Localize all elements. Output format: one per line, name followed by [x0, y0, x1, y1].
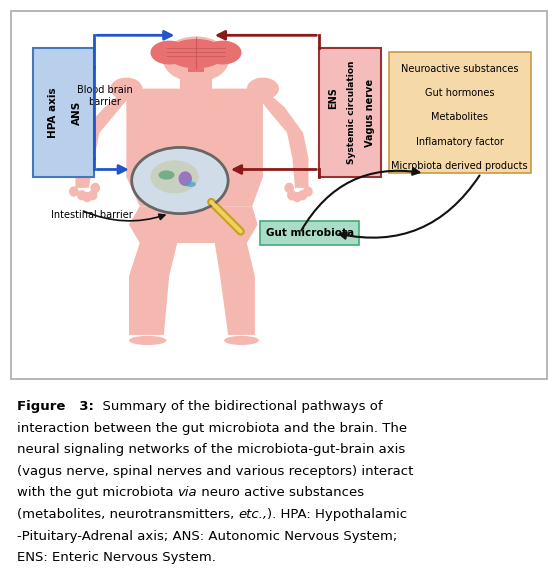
Ellipse shape — [224, 336, 259, 345]
FancyBboxPatch shape — [180, 61, 212, 88]
Ellipse shape — [90, 183, 100, 193]
Ellipse shape — [110, 78, 142, 100]
Text: neural signaling networks of the microbiota-gut-brain axis: neural signaling networks of the microbi… — [17, 443, 405, 457]
Text: (metabolites, neurotransmitters,: (metabolites, neurotransmitters, — [17, 508, 238, 521]
Text: Figure   3:: Figure 3: — [17, 400, 94, 413]
Text: Intestinal barrier: Intestinal barrier — [51, 210, 133, 220]
Ellipse shape — [158, 170, 175, 180]
Text: with the gut microbiota: with the gut microbiota — [17, 486, 177, 499]
Polygon shape — [252, 88, 309, 188]
Ellipse shape — [292, 192, 302, 202]
Circle shape — [132, 148, 228, 214]
Text: via: via — [177, 486, 197, 499]
Text: Microbiota derived products: Microbiota derived products — [392, 161, 528, 171]
Text: Vagus nerve: Vagus nerve — [365, 79, 374, 146]
Polygon shape — [126, 88, 263, 206]
Ellipse shape — [285, 183, 294, 193]
Text: (vagus nerve, spinal nerves and various receptors) interact: (vagus nerve, spinal nerves and various … — [17, 465, 413, 478]
Text: HPA axis: HPA axis — [48, 87, 58, 138]
Ellipse shape — [151, 40, 188, 64]
Polygon shape — [129, 243, 177, 335]
Text: Summary of the bidirectional pathways of: Summary of the bidirectional pathways of — [94, 400, 382, 413]
Text: -Pituitary-Adrenal axis; ANS: Autonomic Nervous System;: -Pituitary-Adrenal axis; ANS: Autonomic … — [17, 530, 397, 543]
Text: etc.,: etc., — [238, 508, 267, 521]
FancyBboxPatch shape — [389, 52, 531, 173]
FancyBboxPatch shape — [11, 11, 547, 379]
Ellipse shape — [179, 172, 192, 186]
Text: ENS: Enteric Nervous System.: ENS: Enteric Nervous System. — [17, 551, 215, 564]
Polygon shape — [129, 206, 258, 243]
Text: interaction between the gut microbiota and the brain. The: interaction between the gut microbiota a… — [17, 422, 407, 435]
Ellipse shape — [83, 192, 92, 202]
Text: Systemic circulation: Systemic circulation — [347, 61, 357, 164]
Polygon shape — [215, 243, 255, 335]
Ellipse shape — [247, 78, 279, 100]
FancyBboxPatch shape — [188, 61, 204, 72]
Circle shape — [163, 36, 229, 82]
Ellipse shape — [185, 181, 196, 187]
Ellipse shape — [166, 39, 225, 68]
Text: Neuroactive substances: Neuroactive substances — [401, 64, 518, 74]
Text: Inflamatory factor: Inflamatory factor — [416, 137, 504, 146]
Polygon shape — [75, 88, 137, 188]
FancyBboxPatch shape — [260, 221, 359, 245]
Ellipse shape — [204, 40, 242, 64]
Text: ANS: ANS — [72, 100, 82, 125]
Text: Gut hormones: Gut hormones — [425, 88, 494, 98]
Ellipse shape — [298, 190, 307, 201]
Ellipse shape — [129, 336, 166, 345]
Ellipse shape — [287, 190, 297, 201]
Ellipse shape — [303, 186, 312, 197]
Text: Blood brain
barrier: Blood brain barrier — [77, 85, 133, 107]
FancyBboxPatch shape — [32, 48, 94, 177]
Ellipse shape — [69, 186, 79, 197]
Text: ). HPA: Hypothalamic: ). HPA: Hypothalamic — [267, 508, 407, 521]
Ellipse shape — [77, 190, 86, 201]
Text: ENS: ENS — [328, 87, 338, 109]
FancyBboxPatch shape — [319, 48, 381, 177]
Text: neuro active substances: neuro active substances — [197, 486, 364, 499]
Text: Gut microbiota: Gut microbiota — [266, 228, 354, 238]
Circle shape — [151, 160, 199, 193]
Ellipse shape — [88, 190, 98, 201]
Text: Metabolites: Metabolites — [431, 112, 488, 123]
